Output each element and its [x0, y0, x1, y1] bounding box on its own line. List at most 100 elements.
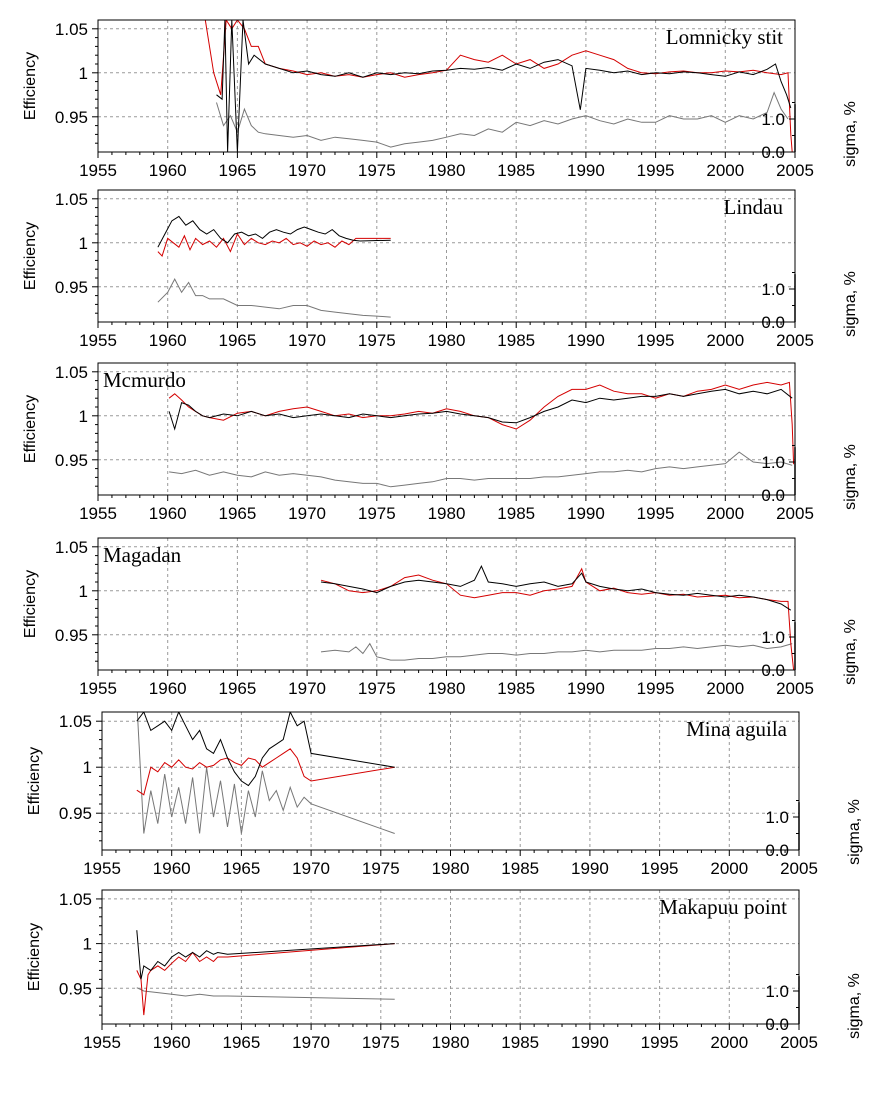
- x-tick-label: 1990: [571, 1033, 609, 1052]
- x-tick-label: 1970: [288, 331, 326, 350]
- sigma-axis-label: sigma, %: [842, 444, 859, 510]
- x-tick-label: 1980: [428, 161, 466, 180]
- x-tick-label: 1990: [571, 859, 609, 878]
- x-tick-label: 2000: [706, 504, 744, 523]
- series-line-3: [136, 712, 395, 834]
- series-group: [204, 20, 793, 152]
- x-tick-label: 2005: [776, 679, 814, 698]
- sigma-tick-label: 0.0: [761, 313, 785, 332]
- x-tick-label: 1960: [149, 161, 187, 180]
- y-axis-label: Efficiency: [22, 395, 39, 463]
- x-tick-label: 1990: [567, 679, 605, 698]
- sigma-axis-label: sigma, %: [842, 271, 859, 337]
- y-tick-label: 1.05: [55, 20, 88, 39]
- x-tick-label: 2005: [776, 331, 814, 350]
- x-tick-label: 2000: [706, 679, 744, 698]
- series-line-1: [168, 388, 793, 431]
- y-axis-label: Efficiency: [22, 222, 39, 290]
- series-group: [136, 712, 395, 834]
- x-tick-label: 1980: [428, 504, 466, 523]
- sigma-tick-label: 1.0: [765, 982, 789, 1001]
- x-tick-label: 1965: [218, 161, 256, 180]
- x-tick-label: 1995: [637, 504, 675, 523]
- x-tick-label: 1970: [288, 504, 326, 523]
- series-line-1: [136, 712, 395, 787]
- x-tick-label: 2005: [776, 161, 814, 180]
- x-tick-label: 1960: [153, 859, 191, 878]
- x-tick-label: 1960: [149, 504, 187, 523]
- sigma-axis-label: sigma, %: [842, 619, 859, 685]
- series-line-2: [204, 20, 793, 152]
- y-tick-label: 1: [79, 64, 88, 83]
- series-line-3: [216, 91, 789, 148]
- x-tick-label: 1995: [641, 859, 679, 878]
- x-tick-label: 1975: [362, 859, 400, 878]
- x-tick-label: 1965: [222, 859, 260, 878]
- x-tick-label: 1985: [501, 859, 539, 878]
- sigma-axis-label: sigma, %: [846, 973, 863, 1039]
- x-tick-label: 1975: [358, 679, 396, 698]
- x-tick-label: 1990: [567, 504, 605, 523]
- sigma-tick-label: 1.0: [761, 453, 785, 472]
- y-tick-label: 1.05: [55, 363, 88, 382]
- x-tick-label: 1960: [149, 331, 187, 350]
- sigma-tick-label: 1.0: [761, 280, 785, 299]
- series-line-2: [136, 748, 395, 796]
- series-group: [168, 381, 795, 488]
- series-line-2: [157, 232, 391, 257]
- sigma-tick-label: 0.0: [765, 1015, 789, 1034]
- chart-panel-6: 1955 1960 1965 1970 1975 1980 1985 1990 1995 2000…: [26, 889, 863, 1052]
- series-line-3: [169, 451, 793, 488]
- x-tick-label: 1955: [79, 331, 117, 350]
- x-tick-label: 1995: [641, 1033, 679, 1052]
- x-tick-label: 2000: [710, 1033, 748, 1052]
- sigma-tick-label: 1.0: [765, 808, 789, 827]
- series-line-1: [136, 930, 395, 980]
- sigma-axis-label: sigma, %: [842, 101, 859, 167]
- x-tick-label: 1980: [432, 859, 470, 878]
- series-group: [136, 930, 395, 1016]
- chart-panel-4: 1955 1960 1965 1970 1975 1980 1985 1990 1995 2000…: [22, 537, 859, 698]
- y-tick-label: 1.05: [59, 890, 92, 909]
- series-group: [157, 215, 391, 318]
- x-tick-label: 1985: [497, 679, 535, 698]
- station-name: Lindau: [724, 195, 784, 219]
- y-tick-label: 1: [79, 234, 88, 253]
- series-line-2: [320, 567, 795, 670]
- sigma-tick-label: 1.0: [761, 628, 785, 647]
- x-tick-label: 1970: [288, 161, 326, 180]
- x-tick-label: 1995: [637, 161, 675, 180]
- x-tick-label: 1985: [497, 504, 535, 523]
- series-line-3: [157, 278, 391, 318]
- x-tick-label: 1975: [358, 331, 396, 350]
- x-tick-label: 1955: [79, 161, 117, 180]
- y-axis-label: Efficiency: [22, 570, 39, 638]
- x-tick-label: 1990: [567, 331, 605, 350]
- x-tick-label: 2005: [780, 1033, 818, 1052]
- x-tick-label: 1995: [637, 679, 675, 698]
- y-axis-label: Efficiency: [22, 52, 39, 120]
- x-tick-label: 2005: [780, 859, 818, 878]
- x-tick-label: 1960: [149, 679, 187, 698]
- x-tick-label: 1985: [497, 331, 535, 350]
- y-tick-label: 0.95: [59, 804, 92, 823]
- x-tick-label: 1990: [567, 161, 605, 180]
- station-name: Mcmurdo: [103, 368, 186, 392]
- x-tick-label: 1970: [292, 859, 330, 878]
- x-tick-label: 1980: [428, 679, 466, 698]
- y-tick-label: 1.05: [55, 538, 88, 557]
- x-tick-label: 1975: [358, 161, 396, 180]
- series-line-1: [320, 565, 792, 611]
- sigma-tick-label: 0.0: [761, 486, 785, 505]
- series-group: [320, 565, 795, 670]
- x-tick-label: 1980: [432, 1033, 470, 1052]
- x-tick-label: 1965: [222, 1033, 260, 1052]
- sigma-tick-label: 0.0: [761, 143, 785, 162]
- sigma-tick-label: 1.0: [761, 110, 785, 129]
- x-tick-label: 1970: [288, 679, 326, 698]
- station-name: Magadan: [103, 543, 182, 567]
- y-tick-label: 0.95: [59, 979, 92, 998]
- series-line-1: [157, 215, 391, 248]
- sigma-tick-label: 0.0: [765, 841, 789, 860]
- y-axis-label: Efficiency: [26, 923, 43, 991]
